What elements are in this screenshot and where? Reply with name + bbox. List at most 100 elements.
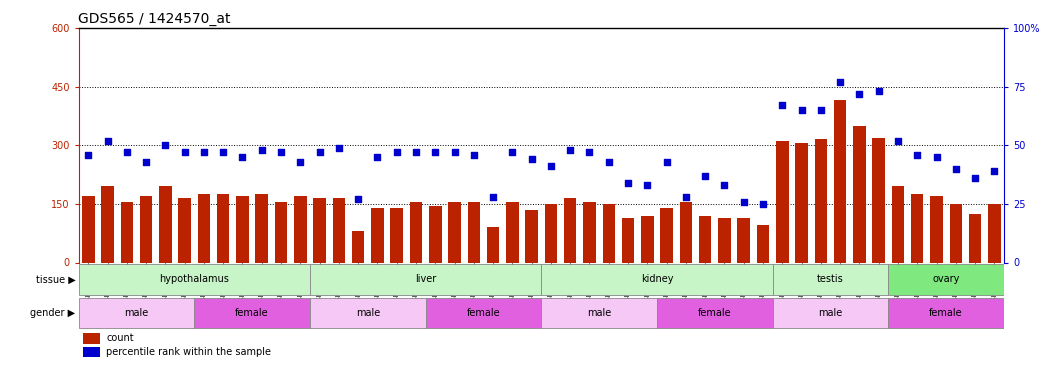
Point — [812, 107, 829, 113]
Bar — [79, 298, 194, 328]
Bar — [853, 126, 866, 262]
Bar — [102, 186, 114, 262]
Text: female: female — [698, 308, 732, 318]
Bar — [467, 202, 480, 262]
Point — [485, 194, 502, 200]
Bar — [795, 143, 808, 262]
Bar — [968, 214, 981, 262]
Bar — [603, 204, 615, 262]
Text: GDS565 / 1424570_at: GDS565 / 1424570_at — [78, 12, 231, 26]
Bar — [657, 298, 772, 328]
Point — [639, 182, 656, 188]
Point — [581, 149, 597, 155]
Bar — [889, 298, 1004, 328]
Bar — [83, 333, 100, 344]
Text: female: female — [930, 308, 963, 318]
Text: hypothalamus: hypothalamus — [159, 274, 230, 284]
Bar — [892, 186, 904, 262]
Bar — [217, 194, 230, 262]
Point — [929, 154, 945, 160]
Bar — [310, 264, 541, 295]
Point — [793, 107, 810, 113]
Bar — [660, 208, 673, 262]
Bar — [699, 216, 712, 262]
Bar — [584, 202, 595, 262]
Bar — [772, 298, 889, 328]
Text: testis: testis — [817, 274, 844, 284]
Bar — [564, 198, 576, 262]
Bar — [718, 217, 730, 262]
Text: tissue ▶: tissue ▶ — [36, 274, 75, 284]
Bar — [391, 208, 403, 262]
Bar — [139, 196, 152, 262]
Bar — [506, 202, 519, 262]
Point — [697, 173, 714, 179]
Bar — [256, 194, 268, 262]
Point — [870, 88, 887, 94]
Bar — [425, 298, 541, 328]
Bar — [541, 264, 772, 295]
Bar — [834, 100, 847, 262]
Bar — [641, 216, 654, 262]
Bar — [275, 202, 287, 262]
Point — [601, 159, 617, 165]
Text: percentile rank within the sample: percentile rank within the sample — [106, 347, 271, 357]
Point — [543, 164, 560, 170]
Bar — [194, 298, 310, 328]
Text: gender ▶: gender ▶ — [30, 308, 75, 318]
Point — [773, 102, 790, 108]
Bar — [757, 225, 769, 262]
Bar — [487, 227, 499, 262]
Point — [196, 149, 213, 155]
Text: count: count — [106, 333, 134, 344]
Bar — [310, 298, 425, 328]
Point — [100, 138, 116, 144]
Bar — [772, 264, 889, 295]
Bar — [198, 194, 211, 262]
Text: kidney: kidney — [640, 274, 673, 284]
Text: male: male — [355, 308, 380, 318]
Bar — [449, 202, 461, 262]
Point — [369, 154, 386, 160]
Point — [215, 149, 232, 155]
Bar — [814, 140, 827, 262]
Text: male: male — [125, 308, 149, 318]
Text: female: female — [466, 308, 500, 318]
Bar — [371, 208, 384, 262]
Bar — [679, 202, 692, 262]
Point — [234, 154, 250, 160]
Point — [832, 79, 849, 85]
Point — [157, 142, 174, 148]
Point — [523, 156, 540, 162]
Bar — [621, 217, 634, 262]
Bar — [410, 202, 422, 262]
Text: ovary: ovary — [933, 274, 960, 284]
Point — [311, 149, 328, 155]
Bar — [79, 264, 310, 295]
Text: female: female — [236, 308, 269, 318]
Point — [465, 152, 482, 157]
Bar — [738, 217, 750, 262]
Bar — [872, 138, 885, 262]
Point — [851, 91, 868, 97]
Point — [947, 166, 964, 172]
Point — [677, 194, 694, 200]
Point — [80, 152, 96, 157]
Bar — [178, 198, 191, 262]
Point — [986, 168, 1003, 174]
Point — [658, 159, 675, 165]
Point — [716, 182, 733, 188]
Bar — [911, 194, 923, 262]
Point — [137, 159, 154, 165]
Point — [890, 138, 907, 144]
Point — [619, 180, 636, 186]
Point — [272, 149, 289, 155]
Bar — [545, 204, 558, 262]
Bar — [949, 204, 962, 262]
Point — [562, 147, 578, 153]
Point — [254, 147, 270, 153]
Point — [909, 152, 925, 157]
Bar — [121, 202, 133, 262]
Bar — [82, 196, 94, 262]
Bar — [931, 196, 943, 262]
